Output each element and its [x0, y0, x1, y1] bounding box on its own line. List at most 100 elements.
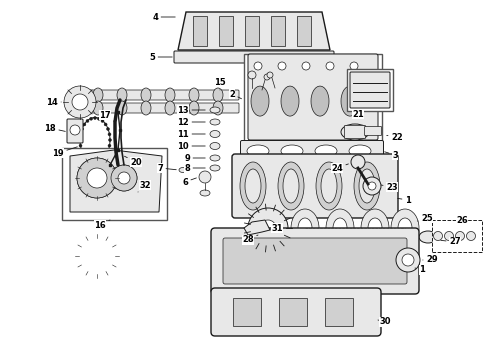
Text: 24: 24: [331, 163, 348, 172]
Circle shape: [302, 62, 310, 70]
FancyBboxPatch shape: [174, 51, 334, 63]
Bar: [432, 220, 482, 252]
Ellipse shape: [117, 88, 127, 102]
Ellipse shape: [210, 107, 220, 113]
Circle shape: [264, 74, 270, 80]
Circle shape: [77, 158, 117, 198]
Circle shape: [278, 62, 286, 70]
Circle shape: [101, 120, 104, 122]
Circle shape: [396, 248, 420, 272]
Circle shape: [101, 158, 104, 161]
Text: 2: 2: [229, 90, 242, 99]
Text: 30: 30: [378, 318, 391, 327]
Ellipse shape: [354, 162, 380, 210]
Circle shape: [83, 123, 86, 126]
Text: 18: 18: [44, 123, 65, 132]
Circle shape: [90, 117, 93, 120]
Ellipse shape: [316, 162, 342, 210]
Ellipse shape: [165, 101, 175, 115]
Circle shape: [326, 62, 334, 70]
Circle shape: [267, 72, 273, 78]
Circle shape: [87, 168, 107, 188]
Ellipse shape: [341, 124, 369, 140]
Ellipse shape: [333, 218, 347, 238]
FancyBboxPatch shape: [232, 154, 398, 218]
FancyBboxPatch shape: [67, 119, 83, 143]
Text: 21: 21: [352, 109, 364, 118]
Ellipse shape: [141, 88, 151, 102]
Circle shape: [70, 125, 80, 135]
Ellipse shape: [419, 231, 437, 243]
Circle shape: [456, 231, 465, 240]
Ellipse shape: [247, 145, 269, 157]
Text: 14: 14: [46, 98, 61, 107]
Circle shape: [104, 154, 107, 157]
Text: 9: 9: [184, 153, 205, 162]
Ellipse shape: [200, 190, 210, 196]
Circle shape: [98, 117, 100, 120]
FancyBboxPatch shape: [344, 126, 366, 139]
Bar: [193, 16, 207, 46]
Circle shape: [108, 133, 111, 136]
Circle shape: [260, 220, 276, 236]
Ellipse shape: [341, 86, 359, 116]
Text: 3: 3: [385, 150, 398, 159]
Circle shape: [402, 254, 414, 266]
Circle shape: [111, 165, 137, 191]
FancyBboxPatch shape: [89, 103, 239, 113]
Ellipse shape: [210, 119, 220, 125]
Circle shape: [90, 160, 93, 163]
Ellipse shape: [251, 86, 269, 116]
Text: 17: 17: [99, 111, 115, 122]
Ellipse shape: [165, 88, 175, 102]
Ellipse shape: [213, 88, 223, 102]
Circle shape: [106, 149, 109, 153]
Circle shape: [111, 165, 137, 191]
Ellipse shape: [278, 162, 304, 210]
Bar: [62, 148, 167, 220]
Ellipse shape: [240, 162, 266, 210]
Ellipse shape: [281, 86, 299, 116]
Circle shape: [64, 86, 96, 118]
Circle shape: [444, 231, 454, 240]
Text: 10: 10: [177, 141, 205, 150]
Text: 27: 27: [441, 238, 461, 247]
Circle shape: [79, 144, 82, 147]
Bar: [219, 16, 233, 46]
Ellipse shape: [210, 165, 220, 171]
Circle shape: [83, 154, 86, 157]
Ellipse shape: [368, 218, 382, 238]
Circle shape: [104, 123, 107, 126]
Text: 5: 5: [149, 53, 172, 62]
Ellipse shape: [245, 169, 261, 203]
Text: 4: 4: [152, 13, 175, 22]
Ellipse shape: [213, 101, 223, 115]
FancyBboxPatch shape: [248, 54, 378, 140]
Circle shape: [248, 208, 288, 248]
Ellipse shape: [189, 88, 199, 102]
Polygon shape: [244, 220, 270, 235]
Circle shape: [78, 139, 81, 141]
Text: 8: 8: [184, 163, 205, 172]
Ellipse shape: [189, 101, 199, 115]
Ellipse shape: [117, 101, 127, 115]
Circle shape: [87, 168, 107, 188]
Circle shape: [94, 161, 97, 163]
FancyBboxPatch shape: [241, 140, 384, 162]
Ellipse shape: [398, 218, 412, 238]
Circle shape: [77, 158, 117, 198]
Circle shape: [106, 127, 109, 131]
FancyBboxPatch shape: [211, 228, 419, 294]
Bar: [244, 54, 382, 142]
Text: 12: 12: [177, 117, 205, 126]
Text: 29: 29: [423, 256, 438, 265]
Ellipse shape: [283, 169, 299, 203]
FancyBboxPatch shape: [350, 72, 390, 108]
Ellipse shape: [179, 167, 187, 172]
Circle shape: [86, 158, 89, 161]
FancyBboxPatch shape: [223, 238, 407, 284]
Circle shape: [108, 144, 111, 147]
Circle shape: [80, 127, 83, 131]
Text: 26: 26: [456, 216, 468, 225]
Ellipse shape: [93, 101, 103, 115]
